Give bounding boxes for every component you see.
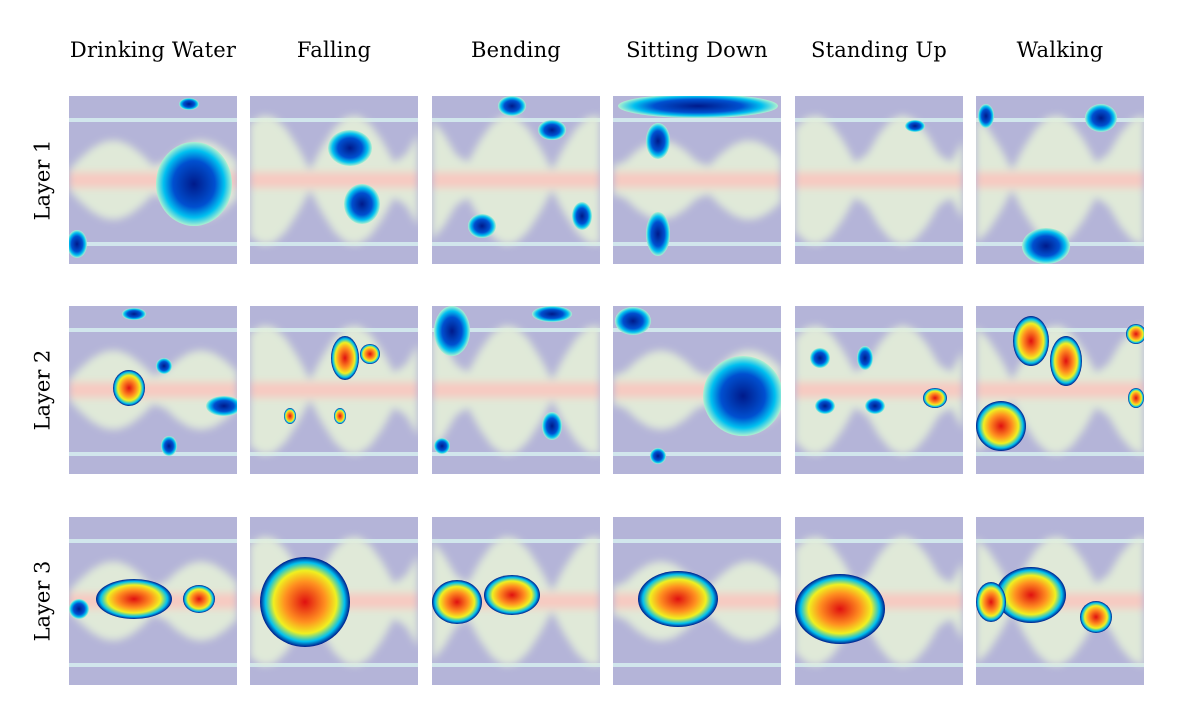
heatmap-tile-layer-2-sitting-down (613, 306, 781, 474)
column-title-drinking-water: Drinking Water (69, 38, 237, 62)
heatmap-tile-layer-3-bending (432, 517, 600, 685)
row-title-layer-2: Layer 2 (30, 349, 54, 431)
heatmap-tile-layer-2-drinking-water (69, 306, 237, 474)
heatmap-tile-layer-1-walking (976, 96, 1144, 264)
heatmap-tile-layer-3-standing-up (795, 517, 963, 685)
heatmap-tile-layer-1-bending (432, 96, 600, 264)
row-title-layer-1: Layer 1 (30, 139, 54, 221)
heatmap-tile-layer-1-sitting-down (613, 96, 781, 264)
heatmap-tile-layer-3-drinking-water (69, 517, 237, 685)
heatmap-tile-layer-2-bending (432, 306, 600, 474)
column-title-falling: Falling (296, 38, 372, 62)
heatmap-tile-layer-3-falling (250, 517, 418, 685)
heatmap-tile-layer-1-standing-up (795, 96, 963, 264)
column-title-bending: Bending (471, 38, 561, 62)
column-title-sitting-down: Sitting Down (626, 38, 768, 62)
row-title-layer-3: Layer 3 (30, 560, 54, 642)
heatmap-tile-layer-1-drinking-water (69, 96, 237, 264)
heatmap-tile-layer-1-falling (250, 96, 418, 264)
heatmap-tile-layer-2-standing-up (795, 306, 963, 474)
heatmap-tile-layer-3-walking (976, 517, 1144, 685)
heatmap-tile-layer-2-walking (976, 306, 1144, 474)
column-title-walking: Walking (1016, 38, 1104, 62)
heatmap-tile-layer-3-sitting-down (613, 517, 781, 685)
heatmap-tile-layer-2-falling (250, 306, 418, 474)
column-title-standing-up: Standing Up (810, 38, 947, 62)
